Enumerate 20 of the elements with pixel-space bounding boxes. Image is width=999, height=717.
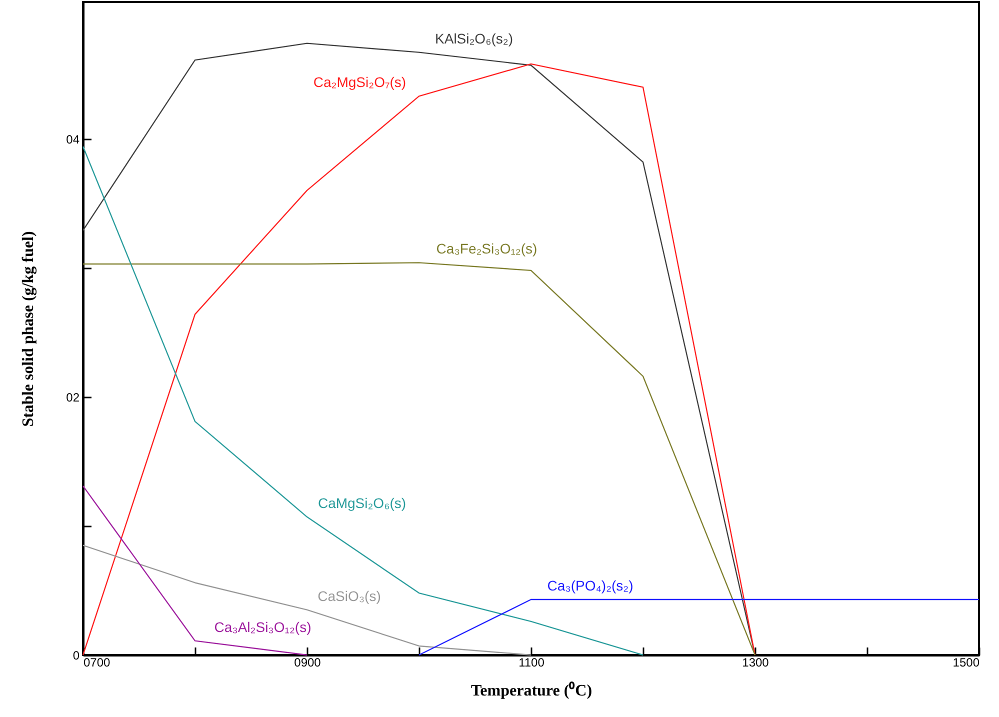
series-label: Ca₃Fe₂Si₃O₁₂(s): [436, 240, 538, 257]
y-tick-label: 0: [72, 648, 80, 662]
series-label: Ca₂MgSi₂O₇(s): [313, 74, 406, 90]
x-tick-label: 0700: [84, 656, 111, 670]
y-axis-title: Stable solid phase (g/kg fuel): [20, 231, 38, 427]
series-label: KAlSi₂O₆(s₂): [435, 30, 513, 46]
x-tick-label: 0900: [294, 656, 322, 670]
series-label: CaSiO₃(s): [318, 588, 381, 604]
x-tick-label: 1500: [952, 656, 980, 670]
x-tick-label: 1300: [742, 656, 770, 670]
y-tick-label: 02: [66, 390, 80, 404]
line-series: [82, 146, 644, 656]
series-label: Ca₃Al₂Si₃O₁₂(s): [214, 618, 312, 635]
line-series: [82, 262, 756, 656]
x-tick-label: 1100: [518, 656, 545, 670]
y-tick-label: 04: [66, 132, 80, 146]
series-label: Ca₃(PO₄)₂(s₂): [547, 578, 634, 594]
line-series: [82, 544, 532, 656]
x-axis-title: Temperature (⁰C): [470, 682, 592, 700]
series-label: CaMgSi₂O₆(s): [318, 494, 406, 511]
